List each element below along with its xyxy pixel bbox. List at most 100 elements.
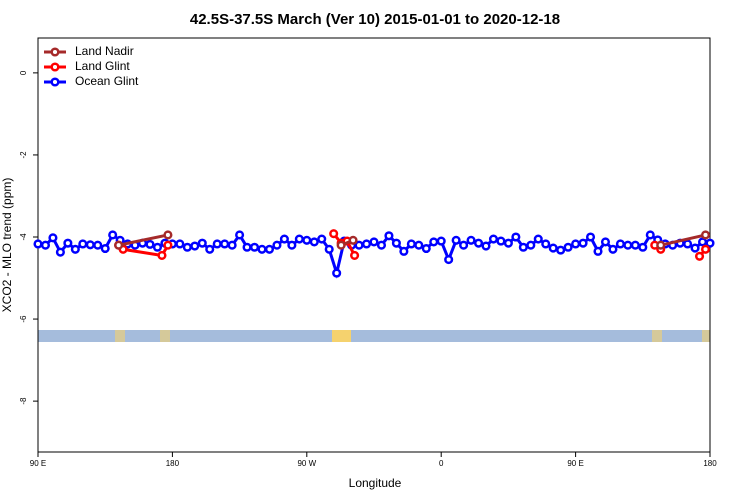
data-point (205, 244, 215, 254)
data-point (324, 244, 334, 254)
legend-label: Land Glint (75, 59, 130, 73)
data-point (332, 268, 342, 278)
data-point (503, 238, 513, 248)
data-point (220, 239, 230, 249)
x-tick-label: 180 (703, 459, 717, 468)
data-point (40, 240, 51, 250)
data-point (249, 242, 260, 252)
land-mask-strip (38, 330, 710, 342)
data-point (578, 238, 588, 248)
data-point (329, 229, 339, 239)
data-point (100, 243, 110, 254)
data-point (700, 230, 711, 240)
data-point (429, 237, 439, 247)
data-point (108, 230, 118, 240)
data-point (175, 239, 185, 249)
data-point (436, 236, 446, 246)
data-point (459, 240, 469, 250)
data-point (350, 250, 360, 261)
data-point (287, 240, 297, 250)
data-point (697, 237, 708, 247)
data-point (163, 240, 173, 250)
data-point (190, 241, 200, 251)
y-tick-label: 0 (19, 70, 28, 75)
data-point (182, 242, 192, 252)
data-point (272, 240, 282, 250)
x-tick-label: 90 W (297, 459, 316, 468)
data-point (694, 251, 705, 261)
data-point (608, 244, 618, 254)
data-point (227, 240, 237, 250)
data-point (533, 234, 543, 244)
x-tick-label: 0 (439, 459, 444, 468)
data-point (235, 230, 245, 240)
data-point (593, 246, 603, 256)
data-point (518, 242, 528, 252)
data-point (466, 235, 476, 245)
data-point (630, 240, 640, 250)
y-tick-label: -4 (19, 233, 28, 241)
data-point (473, 238, 484, 248)
data-point (705, 238, 715, 248)
data-point (638, 242, 648, 252)
data-point (585, 232, 596, 242)
data-point (571, 239, 581, 249)
data-point (600, 237, 611, 247)
data-point (163, 230, 173, 240)
x-tick-label: 180 (166, 459, 180, 468)
data-point (78, 239, 88, 249)
data-point (336, 240, 346, 250)
data-point (33, 239, 43, 249)
data-point (656, 240, 666, 250)
data-point (309, 237, 319, 247)
data-point (197, 238, 207, 248)
y-tick-label: -2 (19, 151, 28, 159)
legend-marker (50, 77, 60, 87)
data-point (317, 234, 327, 244)
data-point (414, 240, 424, 250)
data-point (488, 234, 499, 244)
data-point (421, 243, 431, 254)
data-point (541, 239, 551, 249)
data-point (264, 244, 275, 254)
y-axis-label: XCO2 - MLO trend (ppm) (0, 178, 14, 313)
data-point (114, 240, 124, 250)
data-point (157, 250, 167, 261)
data-point (406, 239, 416, 249)
data-point (361, 239, 372, 249)
chart-title: 42.5S-37.5S March (Ver 10) 2015-01-01 to… (190, 11, 560, 28)
data-point (615, 239, 625, 249)
x-axis-label: Longitude (349, 476, 402, 490)
data-point (302, 235, 312, 245)
data-point (348, 235, 358, 245)
data-point (212, 239, 222, 249)
data-point (70, 244, 80, 254)
legend-label: Ocean Glint (75, 74, 139, 88)
data-point (376, 240, 387, 250)
data-point (384, 231, 394, 241)
data-point (145, 239, 155, 249)
legend-marker (50, 47, 60, 57)
data-point (444, 255, 454, 265)
data-point (48, 233, 58, 243)
data-point (369, 237, 379, 247)
data-point (152, 242, 163, 252)
y-tick-label: -6 (19, 315, 28, 323)
data-point (63, 238, 73, 248)
data-point (93, 240, 103, 250)
data-point (511, 232, 521, 242)
data-point (683, 239, 693, 249)
data-point (294, 234, 304, 244)
data-point (623, 240, 633, 250)
data-point (496, 236, 506, 246)
data-point (548, 243, 558, 253)
data-point (690, 243, 700, 253)
data-point (242, 242, 252, 252)
data-point (556, 245, 566, 255)
data-point (451, 235, 461, 245)
data-point (526, 240, 536, 250)
data-point (563, 242, 573, 252)
data-point (279, 234, 289, 244)
data-point (700, 244, 711, 254)
